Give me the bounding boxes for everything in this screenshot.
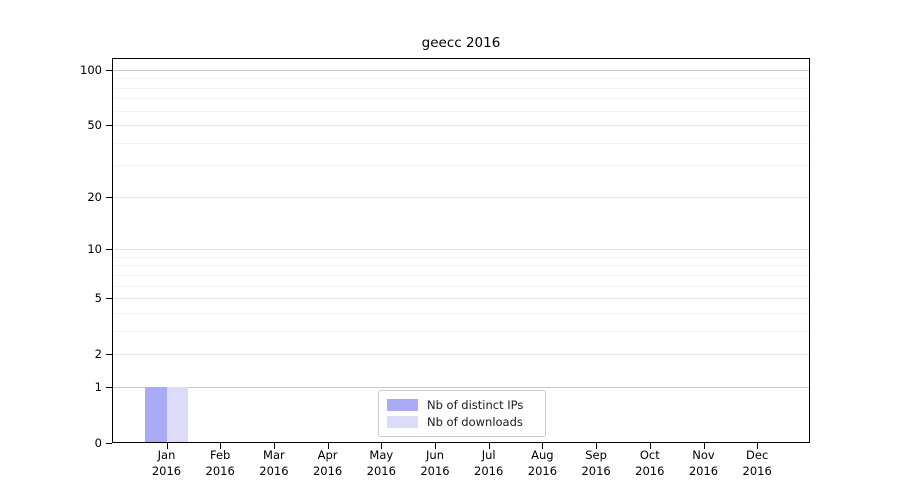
chart-title: geecc 2016	[421, 35, 501, 51]
x-tick-mark	[166, 443, 168, 449]
y-tick-mark	[106, 249, 112, 251]
x-tick-label-jun: Jun 2016	[420, 448, 450, 478]
y-tick-label: 100	[80, 63, 102, 77]
gridline-minor	[113, 142, 809, 144]
gridline-minor	[113, 285, 809, 287]
x-tick-label-mar: Mar 2016	[259, 448, 289, 478]
x-tick-mark	[757, 443, 759, 449]
bar-nb-of-distinct-ips-jan	[145, 386, 167, 442]
y-tick-label: 5	[94, 291, 102, 306]
x-tick-mark	[435, 443, 436, 449]
y-tick-mark	[106, 196, 112, 198]
x-tick-label-jul: Jul 2016	[474, 448, 504, 478]
x-tick-mark	[542, 443, 544, 449]
bar-nb-of-downloads-jan	[166, 386, 188, 442]
gridline-major	[113, 70, 809, 71]
x-tick-label-may: May 2016	[366, 448, 396, 478]
gridline-major	[113, 196, 809, 198]
gridline-major	[113, 386, 809, 388]
x-tick-label-sep: Sep 2016	[581, 448, 611, 478]
y-tick-mark	[106, 354, 112, 356]
gridline-minor	[113, 87, 809, 89]
y-tick-label: 20	[87, 189, 102, 204]
x-tick-label-jan: Jan 2016	[151, 448, 182, 478]
x-tick-mark	[596, 443, 598, 449]
y-tick-label: 10	[87, 242, 102, 257]
x-tick-label-oct: Oct 2016	[635, 448, 665, 478]
gridline-major	[113, 125, 809, 127]
legend-swatch-distinct-ips	[387, 399, 418, 411]
x-tick-mark	[488, 443, 490, 449]
legend-label-distinct-ips: Nb of distinct IPs	[427, 398, 524, 412]
y-tick-mark	[106, 70, 112, 71]
y-tick-mark	[106, 386, 112, 388]
gridline-major	[113, 249, 809, 251]
gridline-major	[113, 298, 809, 300]
y-tick-mark	[106, 125, 112, 127]
x-tick-label-feb: Feb 2016	[205, 448, 235, 478]
y-tick-label: 50	[87, 118, 102, 133]
gridline-minor	[113, 265, 809, 267]
x-tick-mark	[327, 443, 329, 449]
gridline-minor	[113, 312, 809, 314]
legend-entry-distinct-ips: Nb of distinct IPs	[387, 397, 537, 413]
gridline-minor	[113, 330, 809, 332]
plot-area	[112, 58, 810, 443]
y-tick-label: 1	[94, 379, 102, 394]
x-tick-mark	[703, 443, 705, 449]
x-tick-label-aug: Aug 2016	[527, 448, 558, 478]
gridline-minor	[113, 98, 809, 100]
x-tick-mark	[381, 443, 383, 449]
x-tick-mark	[220, 443, 222, 449]
y-tick-mark	[106, 443, 112, 444]
y-tick-label: 0	[94, 436, 102, 450]
x-tick-label-nov: Nov 2016	[688, 448, 719, 478]
x-tick-mark	[649, 443, 651, 449]
gridline-minor	[113, 110, 809, 112]
legend-entry-downloads: Nb of downloads	[387, 414, 537, 430]
gridline-minor	[113, 165, 809, 167]
x-tick-label-apr: Apr 2016	[312, 448, 343, 478]
y-tick-mark	[106, 298, 112, 300]
x-tick-label-dec: Dec 2016	[742, 448, 772, 478]
y-tick-label: 2	[94, 347, 102, 362]
gridline-minor	[113, 274, 809, 276]
legend-label-downloads: Nb of downloads	[427, 415, 523, 429]
gridline-minor	[113, 256, 809, 258]
legend-swatch-downloads	[387, 416, 418, 428]
gridline-major	[113, 354, 809, 356]
x-tick-mark	[273, 443, 275, 449]
legend: Nb of distinct IPs Nb of downloads	[378, 390, 546, 437]
gridline-minor	[113, 78, 809, 80]
